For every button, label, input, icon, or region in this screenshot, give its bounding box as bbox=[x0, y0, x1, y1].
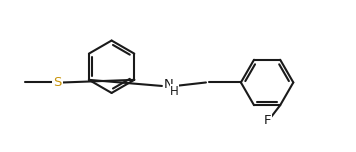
Text: N: N bbox=[163, 78, 173, 91]
Text: H: H bbox=[170, 85, 178, 98]
Text: F: F bbox=[263, 114, 271, 127]
Text: S: S bbox=[53, 76, 62, 89]
